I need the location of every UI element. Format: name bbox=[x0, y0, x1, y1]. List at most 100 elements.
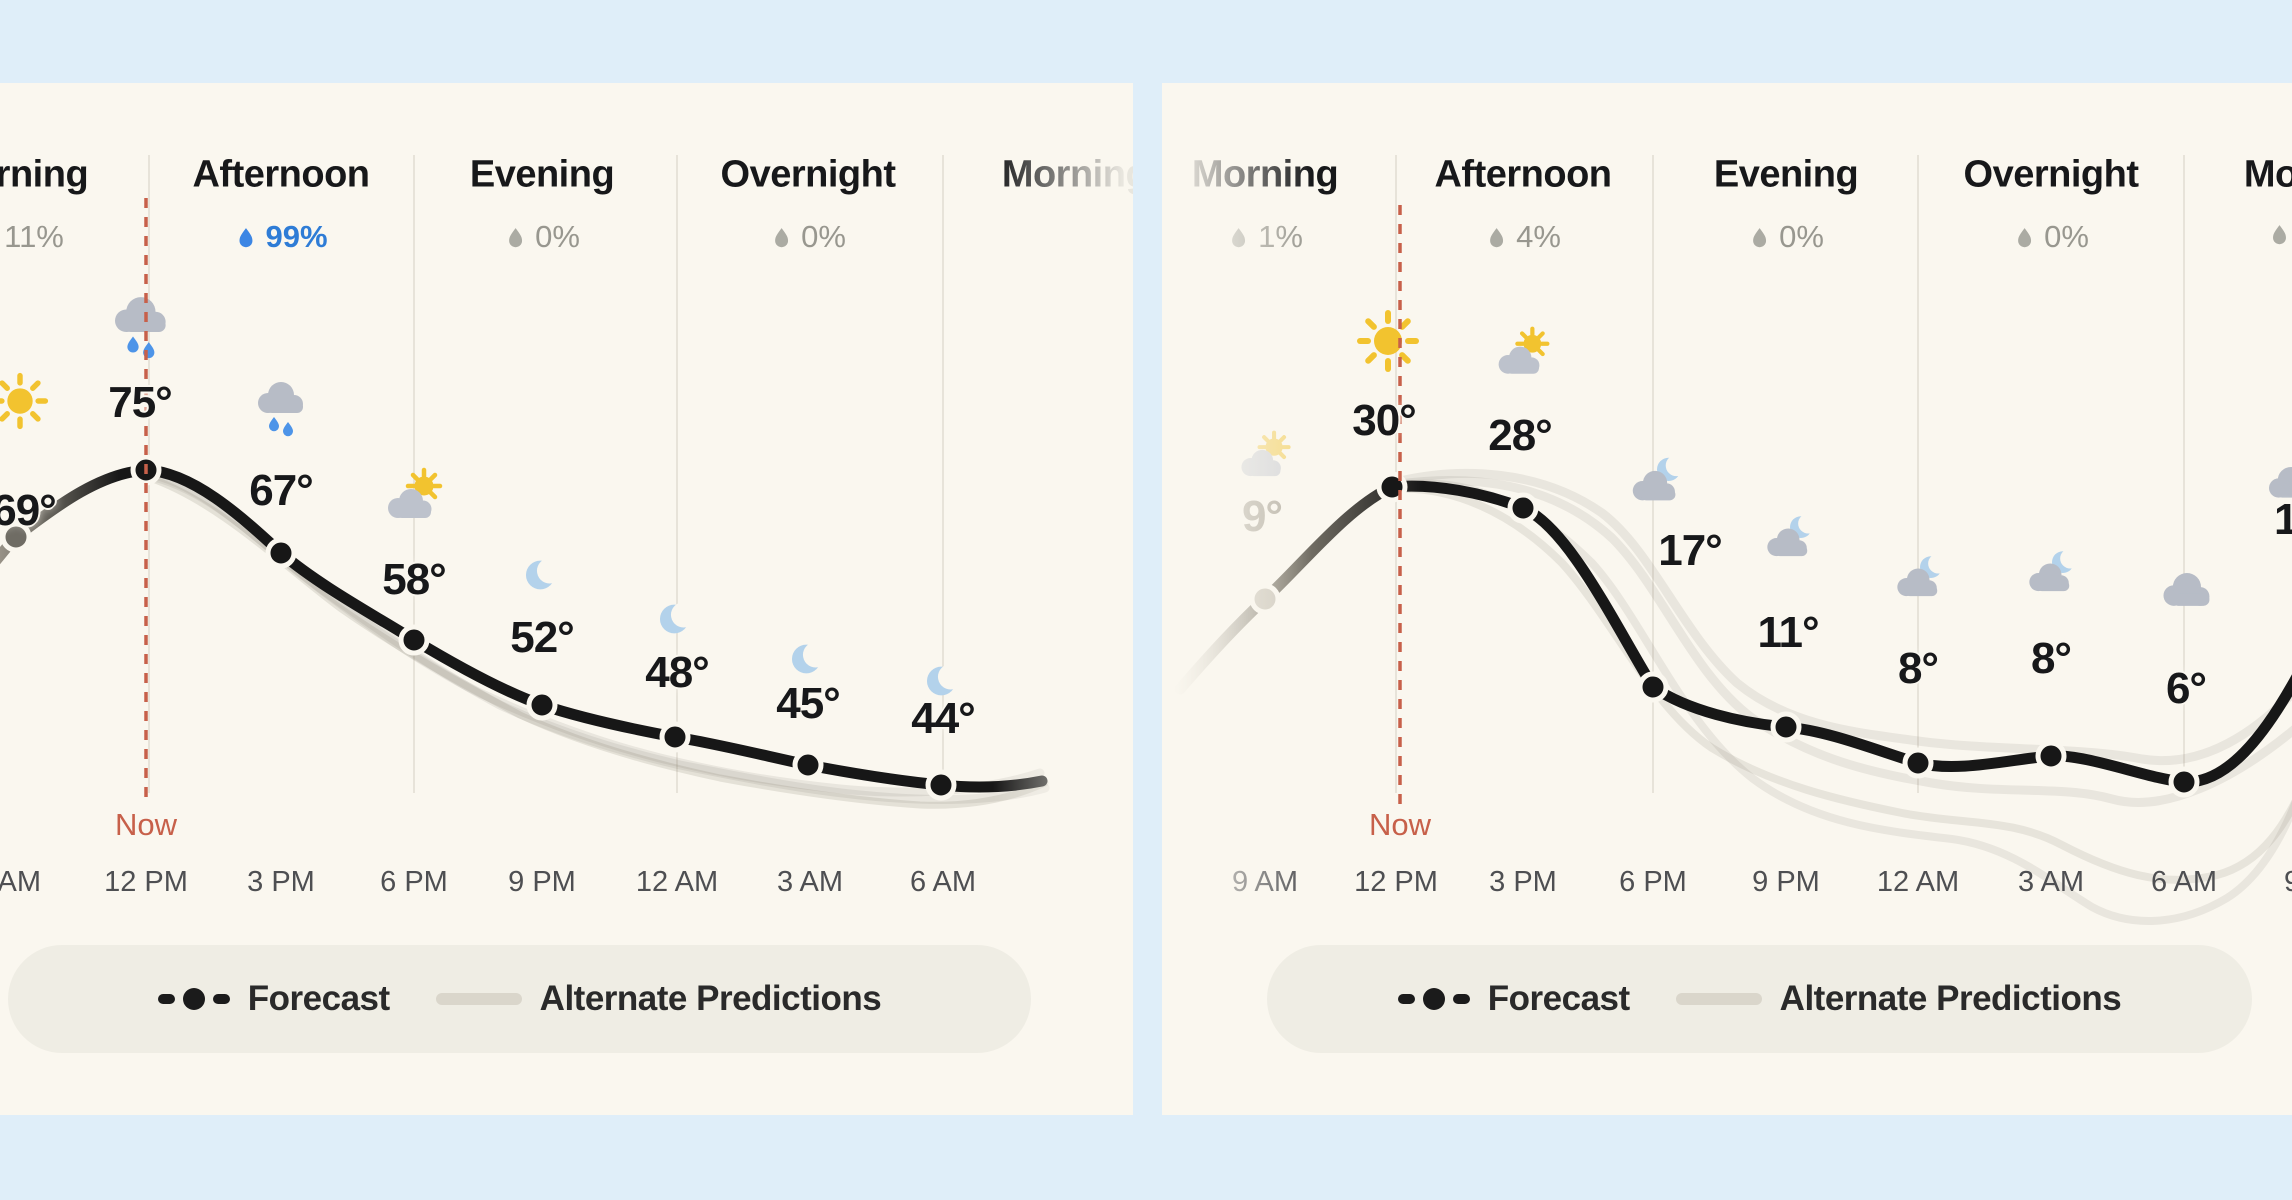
forecast-chart-right bbox=[1174, 155, 2292, 925]
precip-chance: 0% bbox=[1748, 219, 1824, 255]
forecast-card-right[interactable]: Morning Afternoon Evening Overnight Morn… bbox=[1162, 83, 2292, 1115]
legend-forecast-item: Forecast bbox=[157, 979, 390, 1019]
time-tick: 6 PM bbox=[380, 866, 448, 898]
cloud-moon-icon bbox=[1632, 454, 1688, 501]
time-tick: 3 PM bbox=[247, 866, 315, 898]
temp-label: 45° bbox=[776, 679, 841, 728]
precip-value: 11% bbox=[4, 219, 64, 254]
droplet-icon bbox=[1748, 226, 1771, 249]
time-tick: 6 AM bbox=[2150, 866, 2218, 898]
sun-behind-cloud-icon bbox=[1499, 329, 1548, 374]
time-tick: 9 AM bbox=[0, 866, 42, 898]
temp-label: 28° bbox=[1488, 411, 1553, 460]
time-tick: 6 AM bbox=[909, 866, 977, 898]
temp-label: 30° bbox=[1352, 396, 1417, 445]
time-tick: 3 PM bbox=[1489, 866, 1557, 898]
now-label: Now bbox=[114, 807, 178, 842]
precip-value: 0% bbox=[1779, 219, 1824, 254]
sun-icon bbox=[1360, 313, 1416, 369]
time-tick: 9 PM bbox=[1752, 866, 1820, 898]
temp-label: 8° bbox=[2030, 634, 2072, 683]
now-label: Now bbox=[1368, 807, 1432, 842]
droplet-icon bbox=[1485, 226, 1508, 249]
temp-label: 75° bbox=[108, 378, 173, 427]
rain-cloud-icon bbox=[258, 382, 303, 437]
forecast-card-left[interactable]: Morning Afternoon Evening Overnight Morn… bbox=[0, 83, 1133, 1115]
precip-chance: 0% bbox=[2013, 219, 2089, 255]
time-tick: 12 PM bbox=[104, 866, 188, 898]
legend-forecast-label: Forecast bbox=[1487, 979, 1630, 1018]
cloud-icon bbox=[2269, 467, 2292, 498]
temp-label: 48° bbox=[645, 648, 710, 697]
droplet-icon bbox=[504, 226, 527, 249]
droplet-icon bbox=[1227, 226, 1250, 249]
time-tick: 9 AM bbox=[2284, 866, 2292, 899]
period-label: Evening bbox=[1713, 153, 1859, 196]
sun-icon bbox=[0, 376, 45, 427]
sun-behind-cloud-icon bbox=[388, 470, 440, 518]
legend-alternate-label: Alternate Predictions bbox=[539, 979, 882, 1018]
forecast-line-icon bbox=[157, 988, 230, 1010]
precip-chance: 11% bbox=[4, 219, 64, 255]
alternate-prediction-lines bbox=[1387, 469, 2292, 925]
time-tick: 3 AM bbox=[2017, 866, 2085, 898]
rain-cloud-icon bbox=[115, 297, 166, 359]
temp-label: 69° bbox=[0, 486, 57, 535]
forecast-chart-left bbox=[0, 155, 1050, 809]
precip-chance: 1% bbox=[1227, 219, 1303, 255]
legend-alternate-label: Alternate Predictions bbox=[1779, 979, 2122, 1018]
period-label: Overnight bbox=[1963, 153, 2139, 196]
time-tick: 3 AM bbox=[776, 866, 844, 898]
time-tick: 12 PM bbox=[1354, 866, 1438, 898]
cloud-moon-icon bbox=[2029, 548, 2081, 592]
temp-label: 67° bbox=[249, 466, 314, 515]
temp-label: 11° bbox=[1757, 608, 1819, 657]
sun-behind-cloud-icon bbox=[1241, 433, 1288, 477]
droplet-icon bbox=[2268, 223, 2291, 246]
chart-legend: Forecast Alternate Predictions bbox=[8, 945, 1031, 1053]
chart-legend: Forecast Alternate Predictions bbox=[1267, 945, 2252, 1053]
period-label: Morning bbox=[0, 153, 89, 196]
precip-chance: 99% bbox=[234, 219, 328, 255]
period-label: Afternoon bbox=[192, 153, 370, 196]
temp-label: 8° bbox=[1897, 644, 1939, 693]
period-label: Afternoon bbox=[1434, 153, 1612, 196]
precip-value: 0% bbox=[2044, 219, 2089, 254]
cloud-icon bbox=[2163, 573, 2210, 606]
legend-alternate-item: Alternate Predictions bbox=[1675, 979, 2122, 1019]
temp-label: 58° bbox=[382, 555, 447, 604]
precip-value: 0% bbox=[535, 219, 580, 254]
precip-chance: 4% bbox=[1485, 219, 1561, 255]
time-tick: 12 AM bbox=[1876, 866, 1960, 898]
droplet-icon bbox=[2013, 226, 2036, 249]
alternate-line-icon bbox=[435, 993, 522, 1005]
time-tick: 9 PM bbox=[508, 866, 576, 898]
period-label: Morning bbox=[2243, 153, 2292, 196]
precip-chance: 0% bbox=[504, 219, 580, 255]
temp-label: 52° bbox=[510, 613, 575, 662]
period-label: Overnight bbox=[720, 153, 896, 196]
droplet-icon bbox=[770, 226, 793, 249]
moon-icon bbox=[659, 602, 697, 634]
temp-label: 6° bbox=[2165, 664, 2207, 713]
temp-label: 44° bbox=[911, 694, 976, 743]
droplet-icon bbox=[234, 226, 257, 249]
temp-label: 17° bbox=[1658, 526, 1723, 575]
period-label: Morning bbox=[1001, 153, 1133, 196]
period-label: Morning bbox=[1191, 153, 1339, 196]
precip-value: 99% bbox=[265, 219, 328, 254]
precip-chance: 0% bbox=[770, 219, 846, 255]
precip-value: 0% bbox=[801, 219, 846, 254]
cloud-moon-icon bbox=[1897, 553, 1949, 597]
period-label: Evening bbox=[469, 153, 615, 196]
alternate-line-icon bbox=[1675, 993, 1762, 1005]
legend-forecast-item: Forecast bbox=[1397, 979, 1630, 1019]
temp-label: 9° bbox=[1241, 492, 1283, 541]
forecast-line bbox=[1174, 480, 2292, 788]
alternate-prediction-lines bbox=[141, 468, 1050, 809]
forecast-line-icon bbox=[1397, 988, 1470, 1010]
precip-value: 1% bbox=[1258, 219, 1303, 254]
moon-icon bbox=[926, 664, 964, 696]
precip-value: 4% bbox=[1516, 219, 1561, 254]
